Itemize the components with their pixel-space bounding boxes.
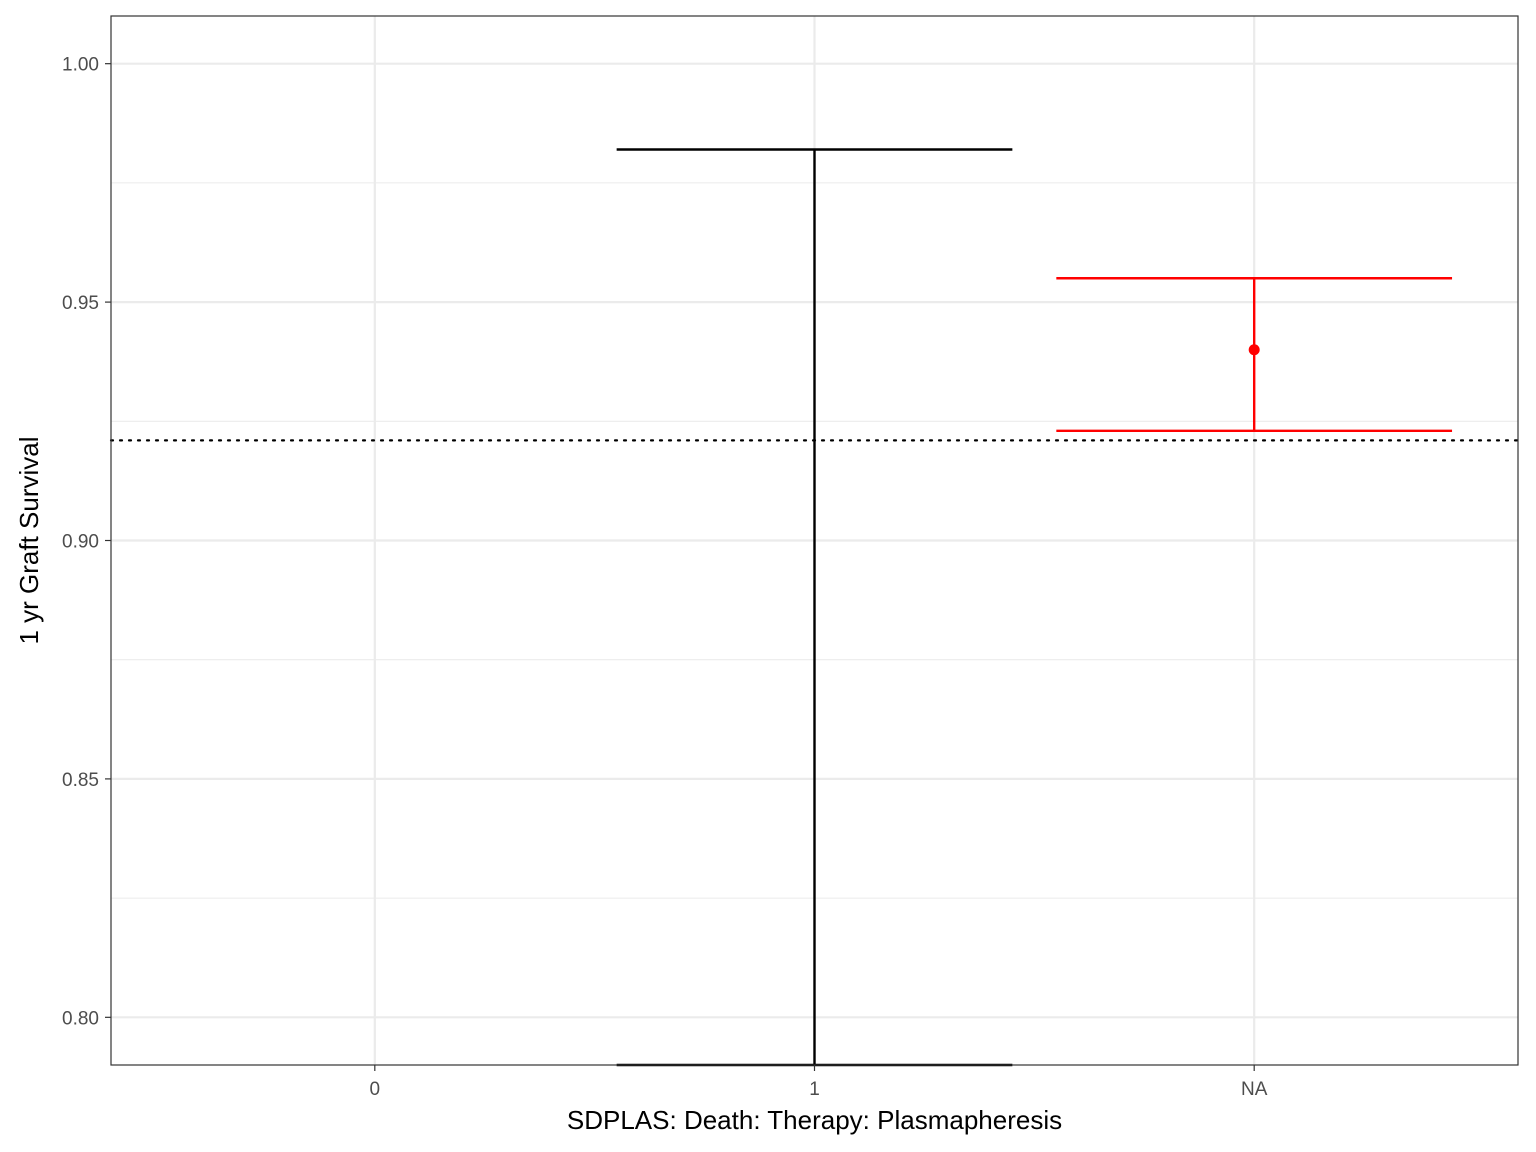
y-axis: 0.80 0.85 0.90 0.95 1.00 [62, 55, 111, 1029]
x-axis-title: SDPLAS: Death: Therapy: Plasmapheresis [567, 1105, 1062, 1135]
y-tick-label: 0.80 [62, 1008, 99, 1029]
x-tick-label: 0 [370, 1079, 381, 1100]
y-tick-label: 0.95 [62, 293, 99, 314]
errorbar-NA [1056, 277, 1453, 433]
errorbar-layer [616, 148, 1453, 1067]
y-axis-title: 1 yr Graft Survival [14, 436, 44, 644]
x-tick-label: 1 [809, 1079, 820, 1100]
y-tick-label: 1.00 [62, 55, 99, 76]
errorbar-1 [616, 148, 1013, 1067]
y-tick-label: 0.90 [62, 532, 99, 553]
y-tick-label: 0.85 [62, 770, 99, 791]
x-axis: 0 1 NA [370, 1065, 1268, 1100]
point-estimate [1248, 344, 1260, 356]
x-tick-label: NA [1241, 1079, 1268, 1100]
